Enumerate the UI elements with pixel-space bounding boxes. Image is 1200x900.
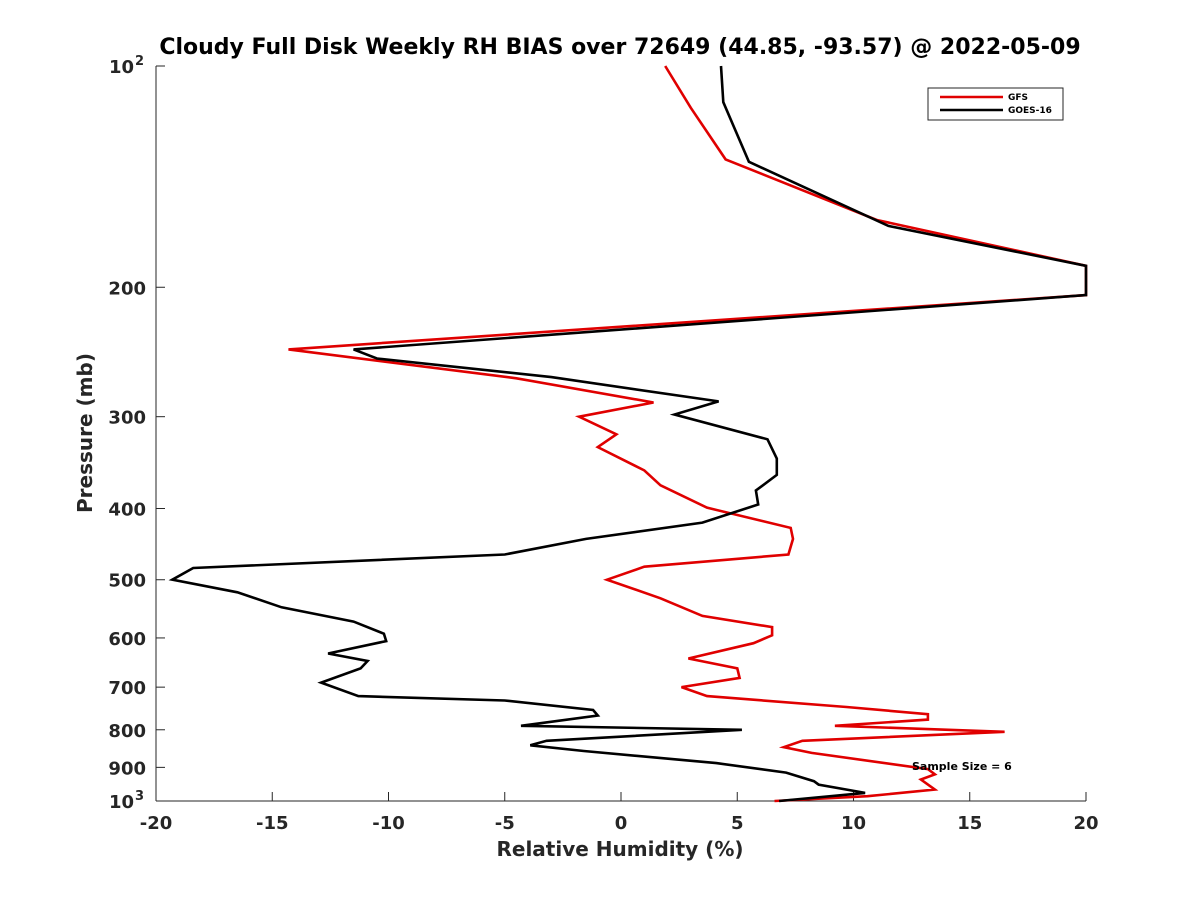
x-tick-label: -20 [140,813,173,834]
legend-label-goes16: GOES-16 [1008,106,1052,116]
series-line-gfs [288,65,1088,803]
y-tick-label: 10 [109,57,134,78]
y-tick-label: 800 [108,721,146,742]
y-tick-label: 900 [108,758,146,779]
x-axis-label: Relative Humidity (%) [496,837,743,861]
x-tick-label: 0 [615,813,628,834]
legend-label-gfs: GFS [1008,93,1028,103]
legend: GFS GOES-16 [927,87,1064,121]
y-tick-label: 500 [108,571,146,592]
y-axis-label: Pressure (mb) [73,353,97,513]
chart-title: Cloudy Full Disk Weekly RH BIAS over 726… [159,35,1080,60]
sample-size-annotation: Sample Size = 6 [912,760,1012,773]
x-tick-label: 20 [1073,813,1098,834]
series-line-goes16 [168,65,1088,803]
y-tick-exponent: 2 [135,54,144,69]
series-layer [168,65,1088,803]
x-tick-label: -5 [495,813,515,834]
legend-box [927,87,1064,121]
x-tick-label: 5 [731,813,744,834]
y-tick-label: 400 [108,500,146,521]
plot-area [155,66,1086,802]
x-axis-ticks: -20 -15 -10 -5 0 5 10 15 20 [140,792,1099,834]
x-tick-label: -15 [256,813,289,834]
y-tick-label: 200 [108,278,146,299]
x-tick-label: 15 [957,813,982,834]
x-tick-label: 10 [841,813,866,834]
y-tick-exponent: 3 [135,789,144,804]
y-tick-label: 700 [108,678,146,699]
y-tick-label: 300 [108,408,146,429]
y-tick-label: 600 [108,629,146,650]
y-tick-label: 10 [109,792,134,813]
x-tick-label: -10 [372,813,405,834]
